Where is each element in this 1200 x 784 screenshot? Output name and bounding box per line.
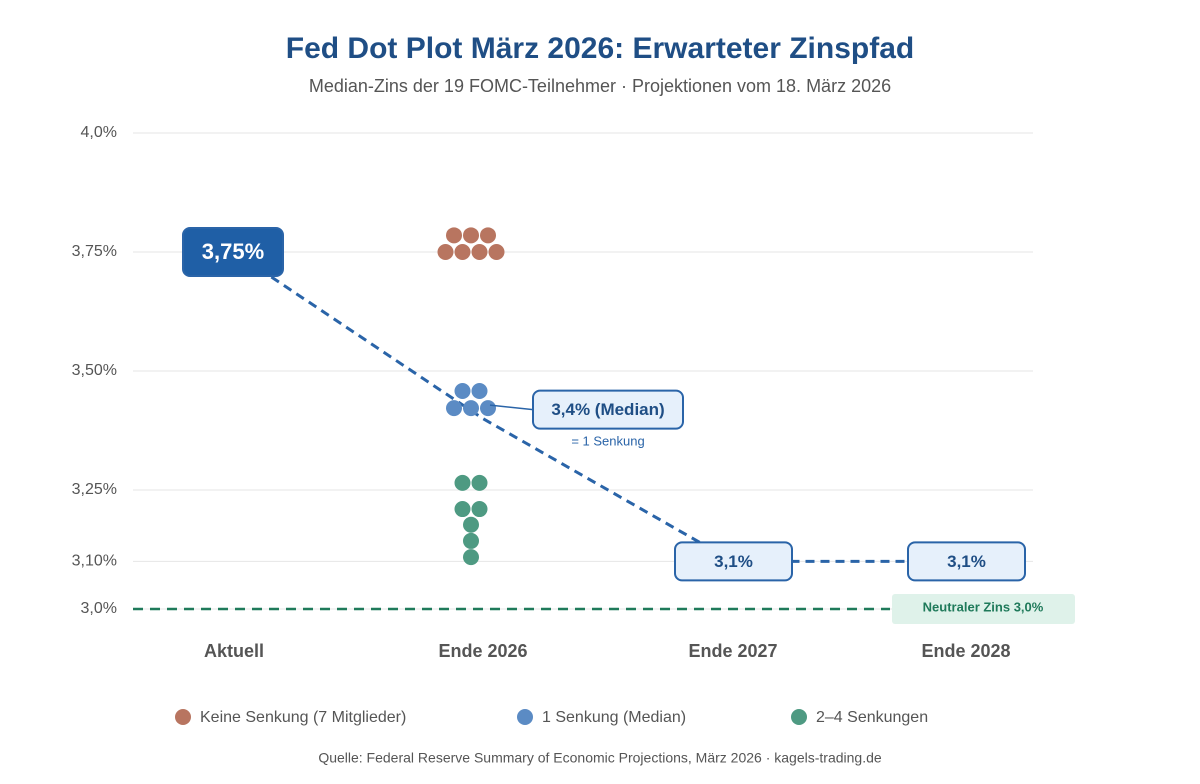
y-tick-label: 4,0%	[81, 124, 117, 141]
dot	[463, 400, 479, 417]
median-label: 3,75%	[202, 239, 264, 264]
y-tick-label: 3,10%	[72, 553, 117, 570]
dot	[463, 516, 479, 533]
x-tick-label: Ende 2027	[688, 641, 777, 661]
dot	[480, 227, 496, 244]
source: Quelle: Federal Reserve Summary of Econo…	[318, 750, 882, 766]
neutral-label-box	[892, 594, 1075, 624]
legend-label: 2–4 Senkungen	[816, 709, 928, 726]
dot	[471, 244, 488, 260]
dot	[454, 244, 471, 260]
median-line	[233, 250, 966, 563]
x-tick-label: Aktuell	[204, 641, 264, 661]
x-tick-label: Ende 2026	[438, 641, 527, 661]
median-box	[907, 541, 1026, 582]
dot	[480, 400, 496, 417]
y-tick-label: 3,75%	[72, 243, 117, 260]
chart-title: Fed Dot Plot März 2026: Erwarteter Zinsp…	[286, 32, 914, 65]
dot	[454, 474, 471, 491]
leader-line	[489, 404, 534, 411]
legend-marker	[791, 709, 807, 725]
dot	[471, 474, 488, 491]
chart-subtitle: Median-Zins der 19 FOMC-Teilnehmer · Pro…	[309, 76, 891, 96]
x-tick-label: Ende 2028	[921, 641, 1010, 661]
dot	[463, 549, 479, 566]
legend-label: 1 Senkung (Median)	[542, 709, 686, 726]
neutral-label: Neutraler Zins 3,0%	[923, 599, 1044, 614]
y-tick-label: 3,0%	[81, 600, 117, 617]
dot	[463, 227, 479, 244]
dot	[454, 382, 471, 399]
dot	[471, 501, 488, 518]
median-box	[674, 541, 793, 582]
legend-label: Keine Senkung (7 Mitglieder)	[200, 709, 406, 726]
annotation: = 1 Senkung	[571, 433, 644, 448]
y-tick-label: 3,25%	[72, 481, 117, 498]
dot	[463, 532, 479, 549]
median-label: 3,1%	[714, 552, 753, 571]
legend-marker	[175, 709, 191, 725]
median-box	[532, 389, 684, 430]
y-tick-label: 3,50%	[72, 362, 117, 379]
dot	[437, 244, 454, 260]
median-label: 3,1%	[947, 552, 986, 571]
median-box	[182, 227, 284, 277]
dot	[446, 400, 462, 417]
dot	[446, 227, 462, 244]
dot	[471, 382, 488, 399]
legend-marker	[517, 709, 533, 725]
dot	[454, 501, 471, 518]
dot	[488, 244, 505, 260]
median-label: 3,4% (Median)	[551, 400, 664, 419]
